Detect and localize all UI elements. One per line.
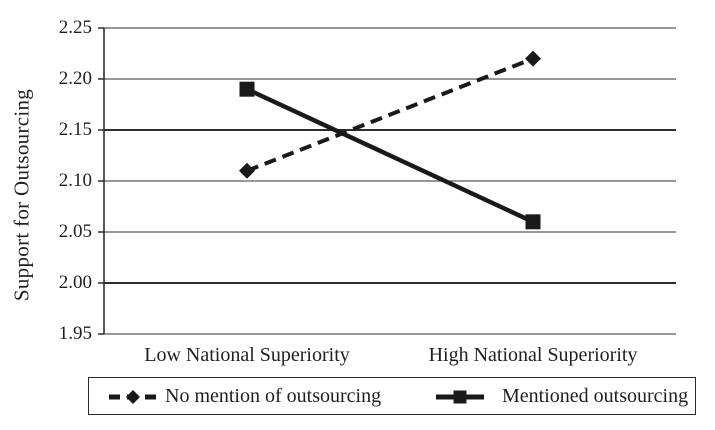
series-line-square [246,87,534,224]
legend-marker-mentioned-icon [436,390,484,404]
series-line-diamond [246,56,534,173]
y-tick-label: 1.95 [58,323,92,344]
data-point-diamond [525,50,541,67]
legend-label-no-mention: No mention of outsourcing [165,385,382,407]
x-axis-label-low: Low National Superiority [144,344,350,366]
y-axis-tick-labels: 1.95 2.00 2.05 2.10 2.15 2.20 2.25 [30,0,92,430]
data-point-square [525,214,541,230]
legend-square-icon [453,390,467,404]
legend-label-mentioned: Mentioned outsourcing [502,385,689,407]
legend-marker-no-mention-icon [109,390,157,404]
legend-diamond-icon [126,390,140,404]
y-tick-label: 2.25 [58,17,92,38]
data-point-square [239,81,255,97]
y-tick-label: 2.00 [58,272,92,293]
y-tick-label: 2.20 [58,68,92,89]
y-tick-label: 2.10 [58,170,92,191]
data-point-diamond [239,162,255,179]
y-tick-label: 2.05 [58,221,92,242]
legend: No mention of outsourcing Mentioned outs… [88,377,696,415]
y-tick-label: 2.15 [58,119,92,140]
x-axis-label-high: High National Superiority [428,344,638,366]
plot-area [98,27,676,335]
